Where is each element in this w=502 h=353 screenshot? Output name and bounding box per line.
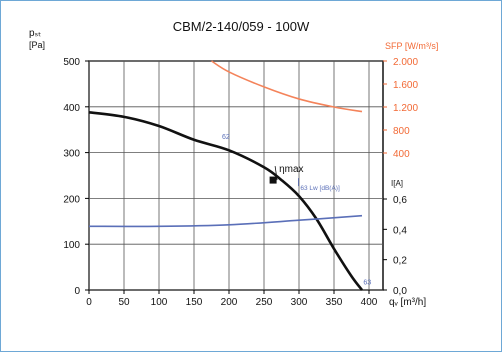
x-tick-label: 100	[151, 297, 168, 308]
current-tick-label: 0,4	[393, 225, 407, 236]
x-tick-label: 250	[256, 297, 273, 308]
chart-title: CBM/2-140/059 - 100W	[173, 19, 310, 34]
y-tick-label: 500	[63, 57, 80, 68]
eta-max-leader	[274, 166, 278, 181]
y-tick-label: 300	[63, 149, 80, 160]
y-axis-label: pₛₜ	[29, 28, 41, 39]
curve-label-62: 62	[222, 134, 230, 141]
sfp-tick-label: 800	[393, 126, 410, 137]
current-tick-label: 0,2	[393, 256, 407, 267]
x-tick-label: 300	[291, 297, 308, 308]
x-tick-label: 400	[361, 297, 378, 308]
x-tick-label: 150	[186, 297, 203, 308]
x-tick-label: 50	[118, 297, 130, 308]
current-tick-label: 0,0	[393, 286, 407, 297]
current-tick-label: 0,6	[393, 195, 407, 206]
pressure-curve	[88, 111, 364, 291]
y-tick-label: 100	[63, 240, 80, 251]
x-tick-label: 200	[221, 297, 238, 308]
x-tick-label: 350	[326, 297, 343, 308]
x-tick-label: 0	[86, 297, 92, 308]
y-tick-label: 0	[74, 286, 80, 297]
sfp-tick-label: 2.000	[393, 57, 418, 68]
curve-label-63: 63	[363, 280, 371, 287]
current-curve	[88, 214, 363, 228]
current-axis-label: I[A]	[391, 179, 403, 188]
y-axis-unit: [Pa]	[29, 40, 45, 50]
sfp-axis-label: SFP [W/m³/s]	[385, 41, 438, 51]
sfp-curve	[211, 60, 363, 113]
sound-level-label: 63 Lw [dB(A)]	[300, 185, 340, 192]
x-axis-label: qᵥ [m³/h]	[389, 297, 426, 308]
y-tick-label: 200	[63, 194, 80, 205]
sfp-tick-label: 400	[393, 149, 410, 160]
eta-max-marker	[269, 176, 277, 184]
y-tick-label: 400	[63, 103, 80, 114]
sfp-tick-label: 1.200	[393, 103, 418, 114]
eta-max-label: ηmax	[279, 164, 303, 175]
sfp-tick-label: 1.600	[393, 80, 418, 91]
